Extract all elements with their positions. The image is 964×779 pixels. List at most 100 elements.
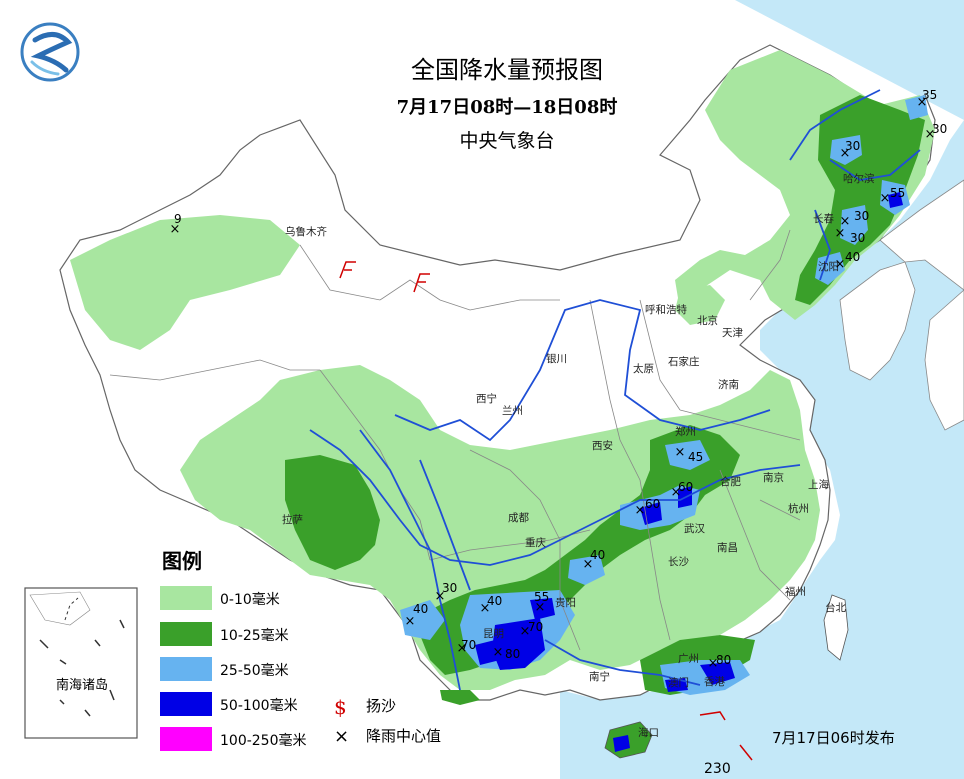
rain-center-marker-icon: × [835,226,846,241]
rain-center-legend-icon: × [334,726,349,747]
city-label: 天津 [722,327,743,339]
city-label: 重庆 [525,536,546,549]
rain-center-marker-icon: × [493,645,504,660]
city-label: 上海 [808,478,829,491]
rain-center-marker-icon: × [835,257,846,272]
city-label: 武汉 [684,522,705,535]
city-label: 昆明 [483,628,504,640]
map-title: 全国降水量预报图 [411,56,603,84]
rain-zone-50-100 [475,192,903,692]
issued-time: 7月17日06时发布 [772,729,895,747]
city-label: 西安 [592,439,613,452]
rain-center-marker-icon: × [675,445,686,460]
city-label: 海口 [638,726,659,739]
city-label: 杭州 [788,502,809,515]
rain-center-marker-icon: × [583,557,594,572]
south-china-sea-inset: 南海诸岛 [24,587,138,739]
province-boundaries [109,229,801,651]
city-label: 长春 [813,213,834,225]
rain-center-value: 30 [854,209,869,223]
city-label: 石家庄 [668,355,700,368]
dust-symbols [339,261,753,761]
dust-icon [413,273,430,293]
rain-center-value: 40 [590,548,605,562]
city-label: 呼和浩特 [645,304,687,316]
rain-center-marker-icon: × [840,214,851,229]
rain-center-value: 70 [528,620,543,634]
dust-icon [339,261,356,279]
legend-label-dust: 扬沙 [366,697,396,715]
rain-center-marker-icon: × [480,601,491,616]
map-period: 7月17日08时—18日08时 [397,97,618,118]
korea-land [839,261,916,381]
rain-center-value: 55 [890,186,905,200]
legend-swatch-0-10 [160,586,212,610]
city-label: 长沙 [668,556,689,568]
rain-center-marker-icon: × [925,127,936,142]
city-label: 贵阳 [555,596,576,609]
rain-center-marker-icon: × [170,222,181,237]
rain-center-value: 70 [461,638,476,652]
legend-swatch-25-50 [160,657,212,681]
rain-center-value: 30 [932,122,947,136]
rain-center-value: 30 [850,231,865,245]
legend-swatch-100-250 [160,727,212,751]
city-label: 南宁 [589,670,610,683]
legend-label-10-25: 10-25毫米 [220,627,289,644]
city-label: 北京 [697,314,718,327]
legend-label-25-50: 25-50毫米 [220,662,289,679]
inset-label: 南海诸岛 [56,677,108,693]
city-label: 西宁 [476,392,497,405]
legend-swatch-10-25 [160,622,212,646]
city-label: 香港 [704,676,725,688]
city-label: 南昌 [717,541,738,554]
city-label: 银川 [546,352,567,365]
city-label: 台北 [825,601,846,614]
rain-center-value: 45 [688,450,703,464]
city-label: 兰州 [502,404,523,417]
rain-center-marker-icon: × [671,485,682,500]
rain-center-marker-icon: × [880,191,891,206]
map-agency: 中央气象台 [459,130,554,152]
rain-center-value: 9 [174,212,182,226]
legend-title: 图例 [162,549,202,573]
dust-icon [739,744,753,761]
city-label: 澳门 [668,676,689,689]
city-label: 南京 [763,471,784,484]
scale-value: 230 [704,761,731,777]
rain-center-marker-icon: × [708,656,719,671]
rain-center-marker-icon: × [917,95,928,110]
city-label: 广州 [678,653,699,665]
rain-center-value: 60 [645,497,660,511]
city-label: 成都 [508,512,529,524]
legend-label-50-100: 50-100毫米 [220,697,298,714]
city-label: 合肥 [720,475,741,488]
city-label: 福州 [785,585,806,598]
rain-center-marker-icon: × [840,146,851,161]
rain-center-value: 55 [534,590,549,604]
dust-legend-icon: $ [334,695,347,719]
city-label: 济南 [718,378,739,391]
rain-center-marker-icon: × [457,641,468,656]
rain-center-value: 35 [922,88,937,102]
japan-land [924,289,964,431]
rain-center-marker-icon: × [405,614,416,629]
rain-center-value: 40 [413,602,428,616]
rain-center-value: 40 [845,250,860,264]
hainan-heavy [613,735,630,752]
russia-land [879,179,964,291]
rain-center-value: 30 [442,581,457,595]
city-label: 沈阳 [818,260,839,273]
city-label: 拉萨 [282,513,303,526]
rain-center-value: 80 [505,647,520,661]
city-label: 哈尔滨 [843,172,875,185]
legend-label-rain-center: 降雨中心值 [366,727,441,745]
city-label: 郑州 [675,425,696,438]
rivers [309,89,921,691]
rain-center-value: 30 [845,139,860,153]
legend-swatch-50-100 [160,692,212,716]
rain-center-marker-icon: × [635,503,646,518]
city-label: 太原 [633,362,654,375]
